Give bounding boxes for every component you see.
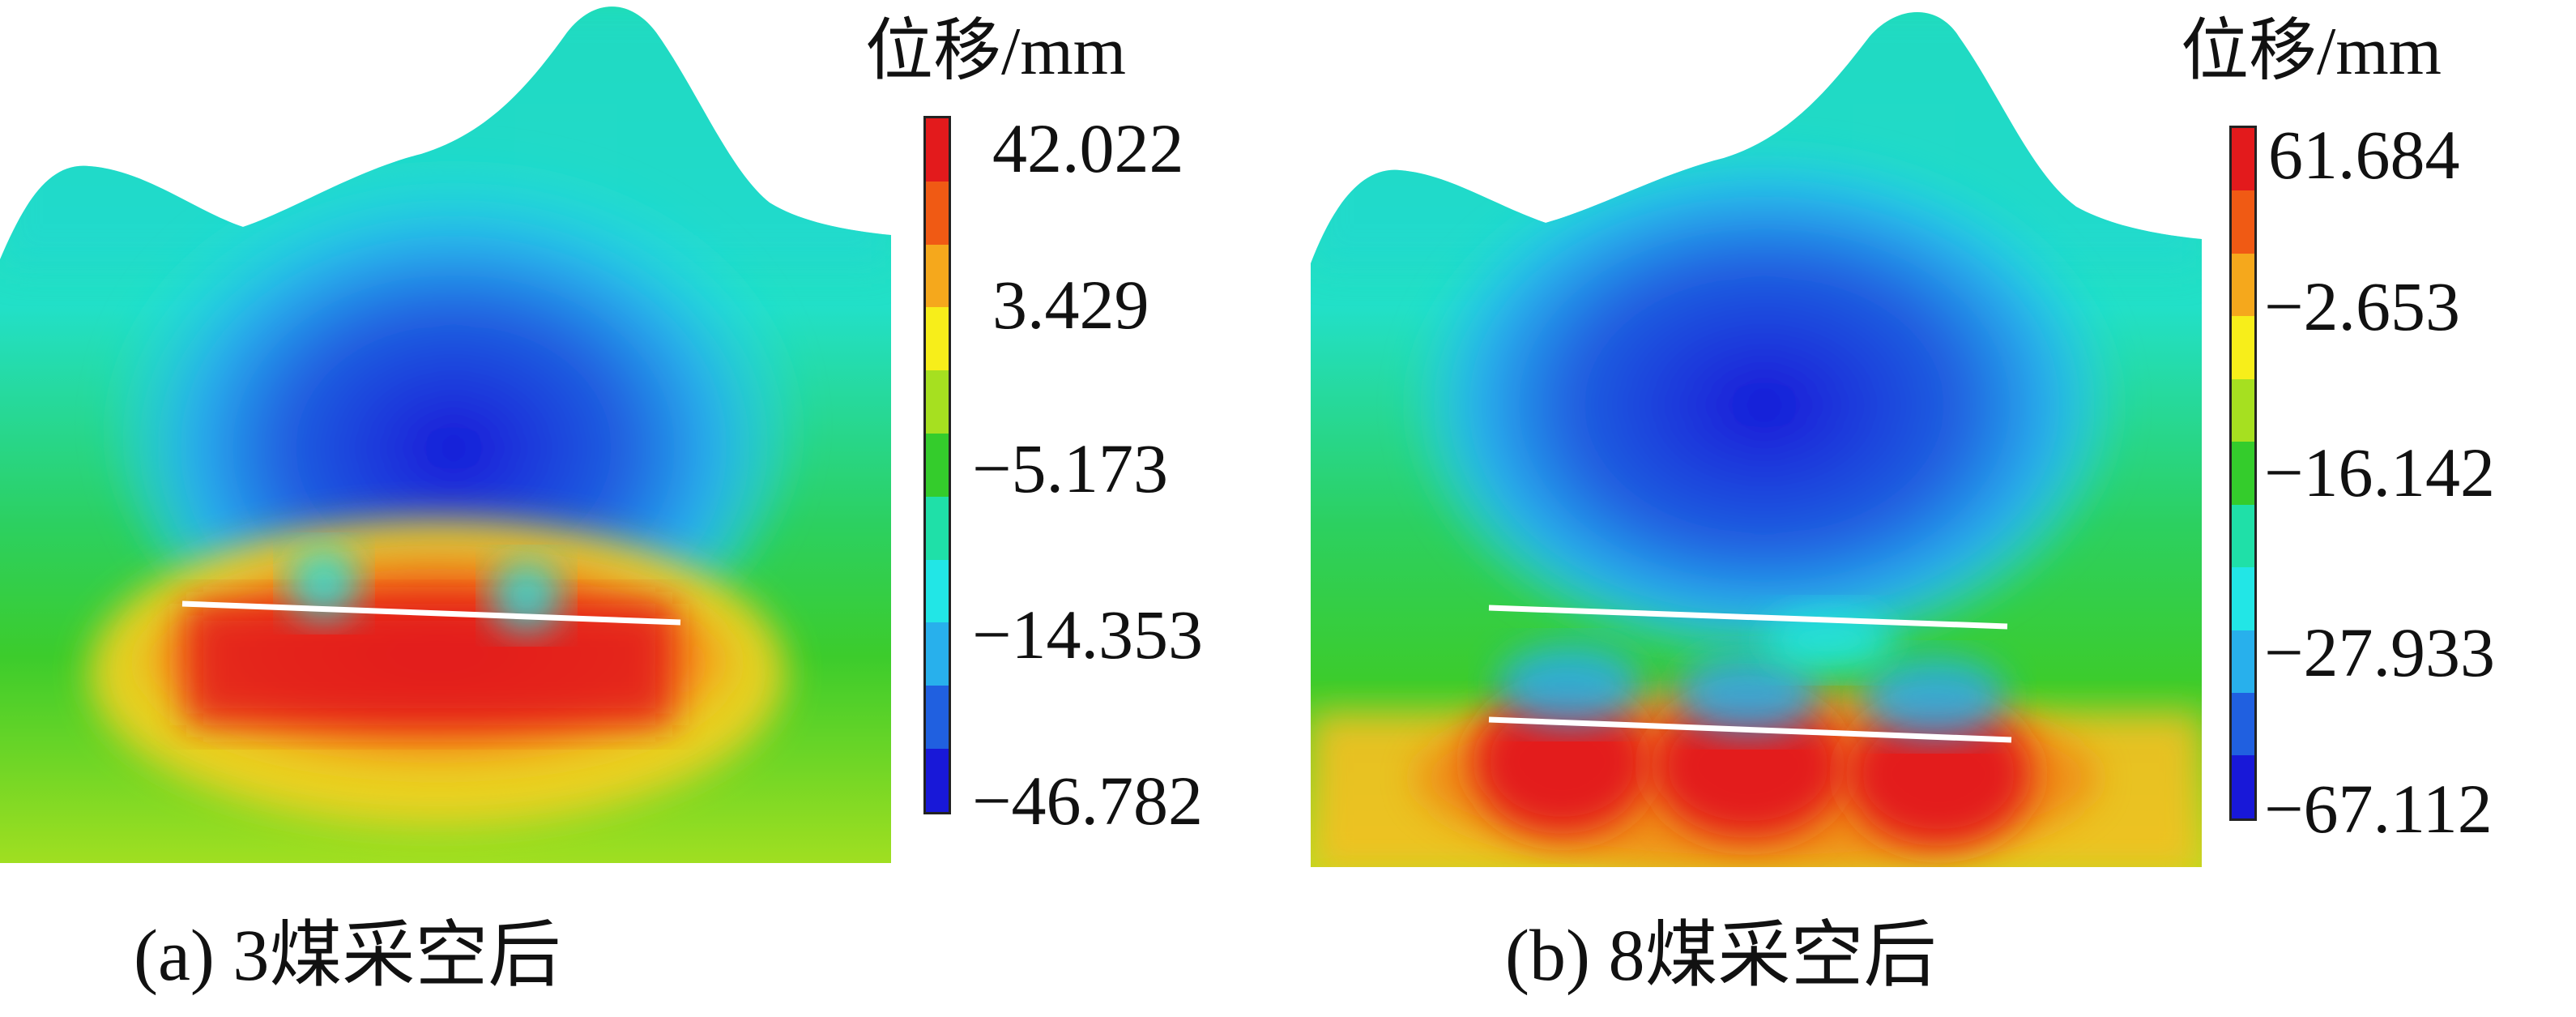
colorbar-segment: [926, 559, 949, 623]
colorbar-segment: [2232, 128, 2254, 191]
colorbar-b: [2229, 126, 2257, 821]
colorbar-tick-b: −2.653: [2264, 267, 2461, 345]
colorbar-segment: [2232, 567, 2254, 630]
colorbar-segment: [926, 181, 949, 245]
colorbar-tick-a: −5.173: [972, 429, 1169, 507]
colorbar-tick-b: 61.684: [2268, 116, 2460, 194]
caption-a: (a) 3煤采空后: [134, 916, 561, 996]
colorbar-tick-b: −27.933: [2264, 613, 2496, 691]
colorbar-tick-b: −16.142: [2264, 434, 2496, 511]
colorbar-segment: [926, 244, 949, 308]
goaf-line-b-upper: [1488, 605, 2008, 630]
colorbar-segment: [926, 433, 949, 497]
colorbar-segment: [2232, 692, 2254, 756]
caption-b: (b) 8煤采空后: [1505, 916, 1937, 996]
colorbar-segment: [926, 622, 949, 686]
colorbar-tick-b: −67.112: [2264, 770, 2493, 848]
colorbar-segment: [926, 496, 949, 560]
legend-title-a: 位移/mm: [865, 14, 1127, 89]
colorbar-segment: [2232, 316, 2254, 379]
colorbar-a: [923, 116, 951, 814]
colorbar-segment: [926, 370, 949, 434]
colorbar-tick-a: 3.429: [992, 266, 1149, 344]
legend-title-b: 位移/mm: [2181, 14, 2442, 89]
colorbar-segment: [2232, 630, 2254, 693]
goaf-line-a: [181, 600, 681, 626]
colorbar-segment: [2232, 190, 2254, 254]
panel-b: 位移/mm 61.684 −2.653 −16.142 −27.933 −67.…: [1288, 0, 2576, 1017]
colorbar-tick-a: 42.022: [992, 109, 1184, 187]
goaf-line-b-lower: [1488, 716, 2012, 743]
colorbar-segment: [2232, 442, 2254, 505]
contour-plot-a: [0, 6, 891, 863]
colorbar-segment: [926, 307, 949, 371]
colorbar-tick-a: −14.353: [972, 596, 1204, 673]
colorbar-segment: [2232, 378, 2254, 442]
colorbar-segment: [926, 118, 949, 182]
colorbar-segment: [926, 686, 949, 749]
colorbar-tick-a: −46.782: [972, 762, 1204, 840]
contour-plot-b: [1311, 12, 2202, 867]
colorbar-segment: [926, 748, 949, 812]
colorbar-segment: [2232, 755, 2254, 818]
colorbar-segment: [2232, 504, 2254, 568]
colorbar-segment: [2232, 253, 2254, 317]
panel-a: 位移/mm 42.022 3.429 −5.173 −14.353 −46.78…: [0, 6, 1204, 996]
